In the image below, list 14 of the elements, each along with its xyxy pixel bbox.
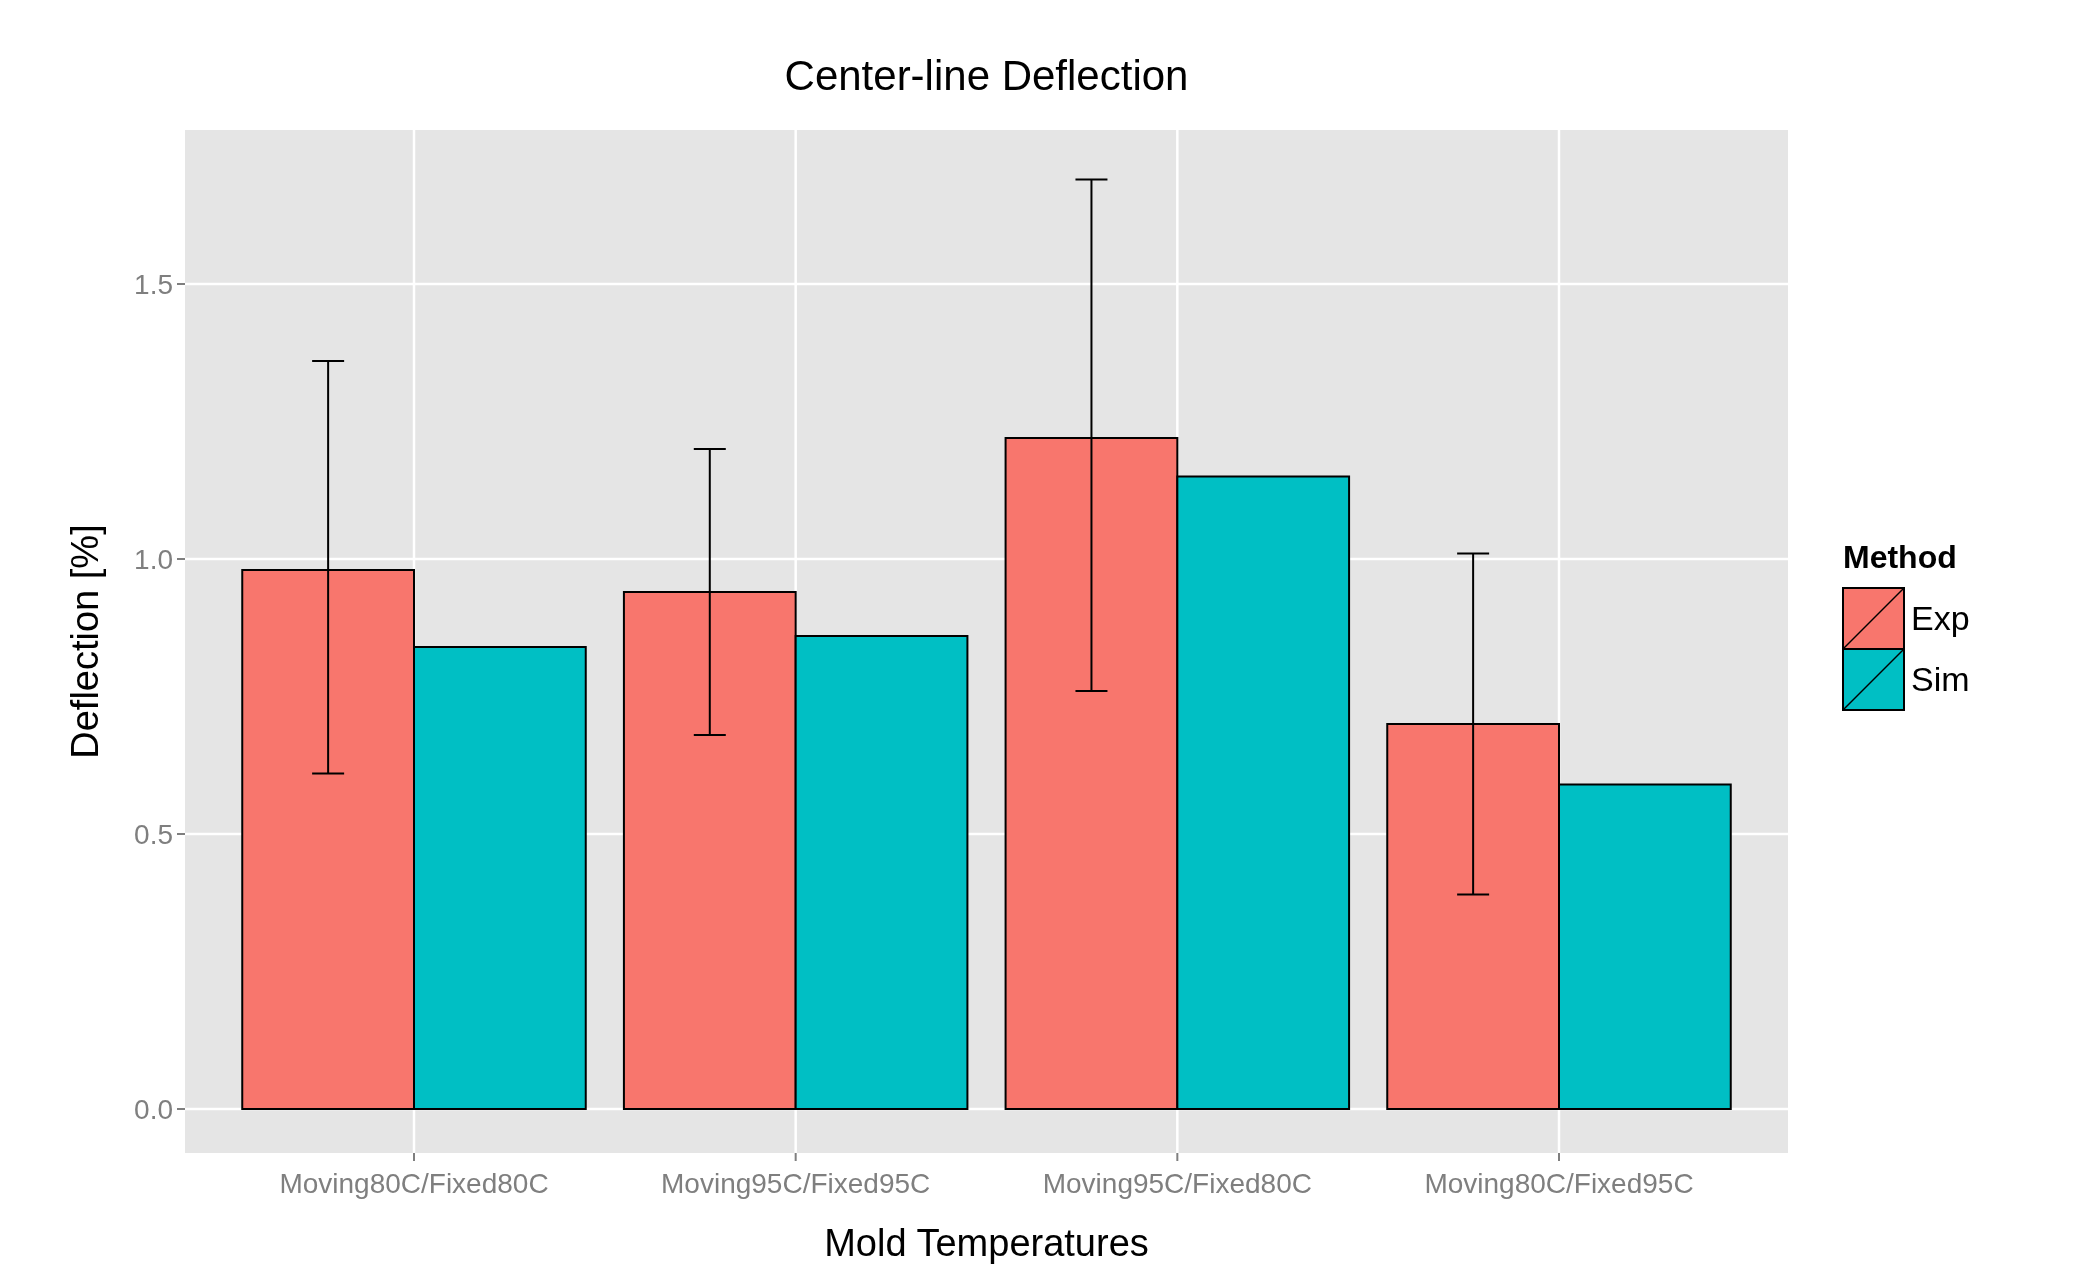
x-axis-title: Mold Temperatures [824, 1222, 1149, 1264]
y-tick-label: 1.5 [134, 268, 173, 300]
x-tick-label: Moving80C/Fixed80C [279, 1168, 549, 1199]
y-tick-label: 1.0 [134, 543, 173, 575]
x-tick-label: Moving95C/Fixed80C [1042, 1168, 1312, 1199]
chart-title: Center-line Deflection [784, 52, 1189, 99]
y-axis-title: Deflection [%] [64, 524, 106, 759]
x-tick-label: Moving95C/Fixed95C [661, 1168, 931, 1199]
legend-label: Sim [1911, 659, 1970, 698]
y-tick-label: 0.5 [134, 818, 173, 850]
y-tick-label: 0.0 [134, 1093, 173, 1125]
legend-title: Method [1843, 539, 1957, 575]
legend-label: Exp [1911, 598, 1970, 637]
x-tick-label: Moving80C/Fixed95C [1424, 1168, 1694, 1199]
